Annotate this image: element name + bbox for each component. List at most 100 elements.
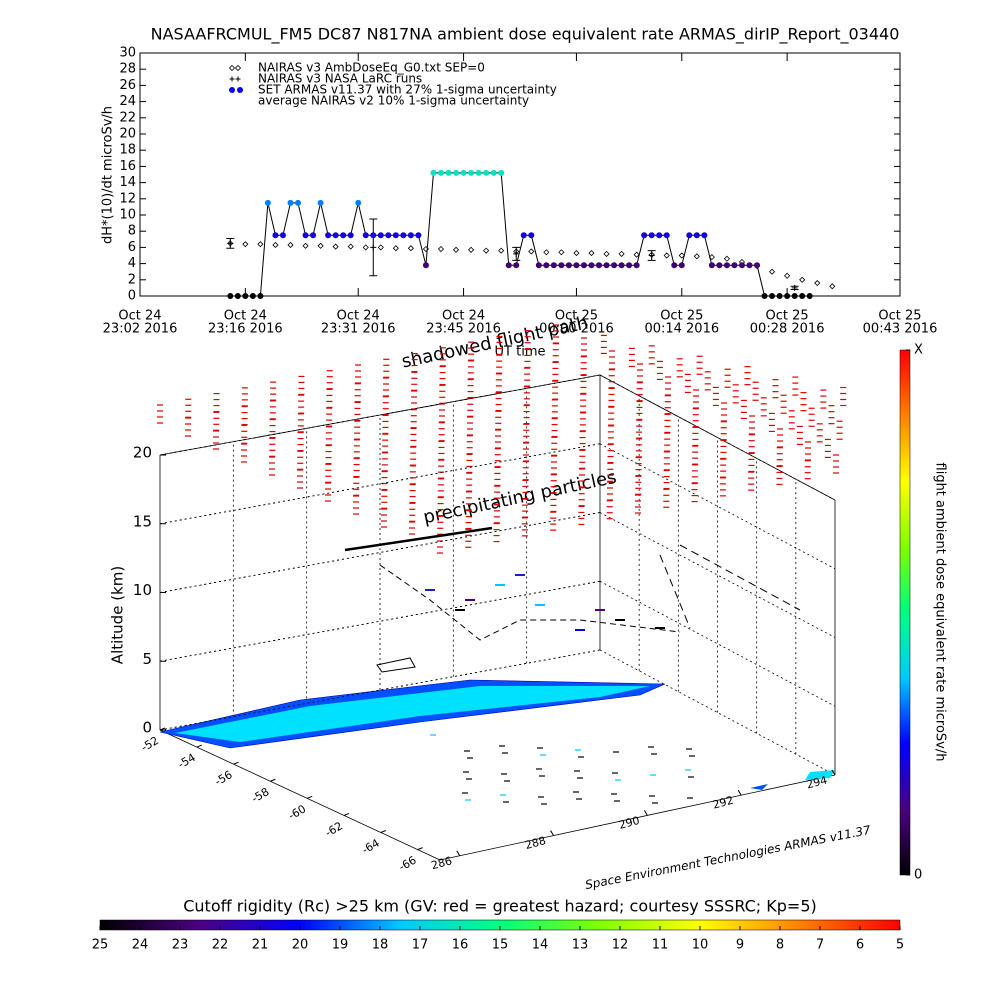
armas-point: [234, 293, 241, 299]
nairas-point: [708, 254, 715, 261]
legend-label: average NAIRAS v2 10% 1-sigma uncertaint…: [258, 94, 529, 108]
lat-tick: [307, 795, 313, 799]
armas-point: [550, 262, 557, 269]
nairas-point: [317, 242, 324, 249]
nairas-point: [678, 252, 685, 259]
colorbar-tick-label: 16: [452, 938, 469, 953]
x-tick-label: 23:02 2016: [103, 322, 178, 337]
y-tick-label: 12: [119, 191, 136, 206]
nairas-point: [528, 248, 535, 255]
nairas-point: [799, 276, 806, 283]
armas-point: [490, 169, 497, 176]
armas-point: [310, 232, 317, 239]
armas-point: [641, 232, 648, 239]
armas-point: [347, 232, 354, 239]
colorbar-tick-label: 19: [332, 938, 349, 953]
lat-tick: [196, 744, 202, 748]
armas-point: [468, 169, 475, 176]
nairas-point: [242, 241, 249, 248]
colorbar-tick-label: X: [914, 343, 923, 358]
colorbar-title: Cutoff rigidity (Rc) >25 km (GV: red = g…: [183, 897, 817, 916]
z-tick-label: 0: [142, 719, 152, 737]
armas-point: [520, 232, 527, 239]
x-tick-label: Oct 25: [878, 309, 921, 324]
y-tick-label: 24: [119, 94, 136, 109]
y-tick-label: 10: [119, 208, 136, 223]
nairas-point: [663, 252, 670, 259]
colorbar-tick-label: 9: [736, 938, 744, 953]
y-tick-label: 14: [119, 175, 136, 190]
box-edge: [599, 649, 836, 776]
armas-point: [776, 293, 783, 299]
armas-point: [317, 199, 324, 206]
y-tick-label: 6: [128, 240, 136, 255]
armas-point: [611, 262, 618, 269]
nairas-point: [543, 249, 550, 256]
x-tick-label: Oct 24: [442, 309, 485, 324]
nairas-point: [558, 249, 565, 256]
armas-point: [392, 232, 399, 239]
z-axis-label: Altitude (km): [109, 566, 127, 664]
y-tick-label: 26: [119, 78, 136, 93]
nairas-point: [347, 243, 354, 250]
armas-point: [558, 262, 565, 269]
colorbar-tick-label: 14: [532, 938, 549, 953]
x-tick-label: 23:45 2016: [426, 322, 501, 337]
colorbar-tick-label: 25: [92, 938, 109, 953]
armas-point: [445, 169, 452, 176]
armas-point: [738, 262, 745, 269]
nairas-point: [287, 241, 294, 249]
larc-point: [648, 252, 655, 259]
armas-point: [678, 262, 685, 269]
armas-point: [242, 293, 249, 299]
armas-point: [437, 169, 444, 176]
armas-point: [422, 262, 429, 269]
armas-point: [701, 232, 708, 239]
y-tick-label: 20: [119, 127, 136, 142]
colorbar-tick-label: 13: [572, 938, 589, 953]
nairas-point: [723, 255, 730, 262]
nairas-point: [633, 251, 640, 258]
armas-point: [528, 232, 535, 239]
larc-point: [513, 250, 520, 257]
box-edge: [159, 374, 601, 456]
armas-point: [588, 262, 595, 269]
flight-path: [379, 564, 681, 641]
armas-point: [769, 293, 776, 299]
lat-tick: [233, 761, 239, 765]
armas-point: [430, 169, 437, 176]
nairas-point: [302, 242, 309, 249]
colorbar-tick-label: 12: [612, 938, 629, 953]
lon-tick-label: 290: [617, 814, 641, 832]
armas-point: [746, 262, 753, 269]
armas-point: [295, 199, 302, 206]
nairas-point: [784, 272, 791, 279]
y-tick-label: 2: [128, 272, 136, 287]
legend-label: SET ARMAS v11.37 with 27% 1-sigma uncert…: [258, 83, 557, 97]
colorbar-tick-label: 21: [252, 938, 269, 953]
nairas-point: [377, 244, 384, 251]
armas-point: [633, 262, 640, 269]
box-edge: [439, 774, 836, 861]
colorbar-tick-label: 7: [816, 938, 824, 953]
colorbar-tick-label: 10: [692, 938, 709, 953]
armas-point: [784, 293, 791, 299]
armas-point: [287, 199, 294, 206]
armas-point: [543, 262, 550, 269]
armas-point: [716, 262, 723, 269]
colorbar-tick-label: 6: [856, 938, 864, 953]
colorbar-tick-label: 15: [492, 938, 509, 953]
armas-point: [407, 232, 414, 239]
wall-grid: [599, 512, 836, 638]
z-tick-label: 15: [133, 512, 152, 530]
lat-tick: [343, 812, 350, 816]
armas-point: [249, 293, 256, 299]
lat-tick: [417, 847, 423, 851]
colorbar-label: flight ambient dose equivalent rate micr…: [933, 463, 948, 762]
box-edge: [159, 729, 441, 861]
y-tick-label: 16: [119, 159, 136, 174]
armas-point: [370, 232, 377, 239]
armas-point: [693, 232, 700, 239]
nairas-point: [437, 245, 445, 253]
